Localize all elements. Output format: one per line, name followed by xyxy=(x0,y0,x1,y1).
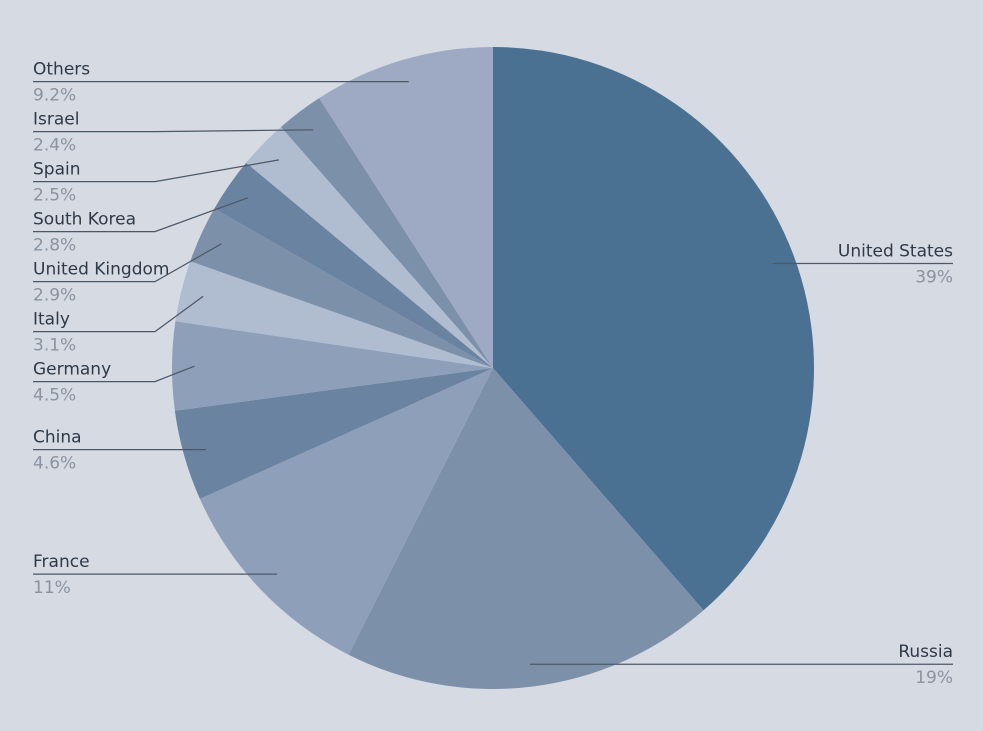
slice-label: Germany xyxy=(33,360,111,380)
slice-value: 3.1% xyxy=(33,336,76,356)
pie-slice xyxy=(190,208,493,368)
slice-value: 2.8% xyxy=(33,236,76,256)
leader-line xyxy=(33,159,280,183)
leader-line xyxy=(33,197,248,233)
slice-label: France xyxy=(33,552,90,572)
slice-label: Italy xyxy=(33,310,70,330)
slice-value: 19% xyxy=(915,668,953,688)
slice-value: 9.2% xyxy=(33,86,76,106)
slice-label: United Kingdom xyxy=(33,260,169,280)
leader-line xyxy=(33,129,314,133)
slice-value: 39% xyxy=(915,267,953,287)
slice-value: 2.5% xyxy=(33,186,76,206)
slice-value: 4.6% xyxy=(33,454,76,474)
slice-label: China xyxy=(33,428,82,448)
slice-value: 2.4% xyxy=(33,136,76,156)
slice-label: South Korea xyxy=(33,210,136,230)
slice-label: United States xyxy=(838,241,953,261)
pie-slice xyxy=(246,127,493,369)
slice-label: Israel xyxy=(33,110,79,130)
slice-label: Others xyxy=(33,60,90,80)
pie-slice xyxy=(280,98,493,368)
leader-line xyxy=(33,365,195,383)
pie-slice xyxy=(348,368,704,689)
slice-value: 4.5% xyxy=(33,386,76,406)
leader-line xyxy=(33,295,204,333)
slice-value: 2.9% xyxy=(33,286,76,306)
slice-label: Spain xyxy=(33,160,81,180)
pie-slice xyxy=(493,47,815,611)
pie-slice xyxy=(175,261,493,368)
slice-label: Russia xyxy=(898,642,953,662)
pie-slice xyxy=(214,162,493,368)
pie-slice xyxy=(171,321,493,411)
pie-slice xyxy=(319,47,493,368)
pie-slice xyxy=(174,368,494,499)
slice-value: 11% xyxy=(33,578,71,598)
pie-slice xyxy=(199,368,493,655)
leader-line xyxy=(33,243,222,283)
